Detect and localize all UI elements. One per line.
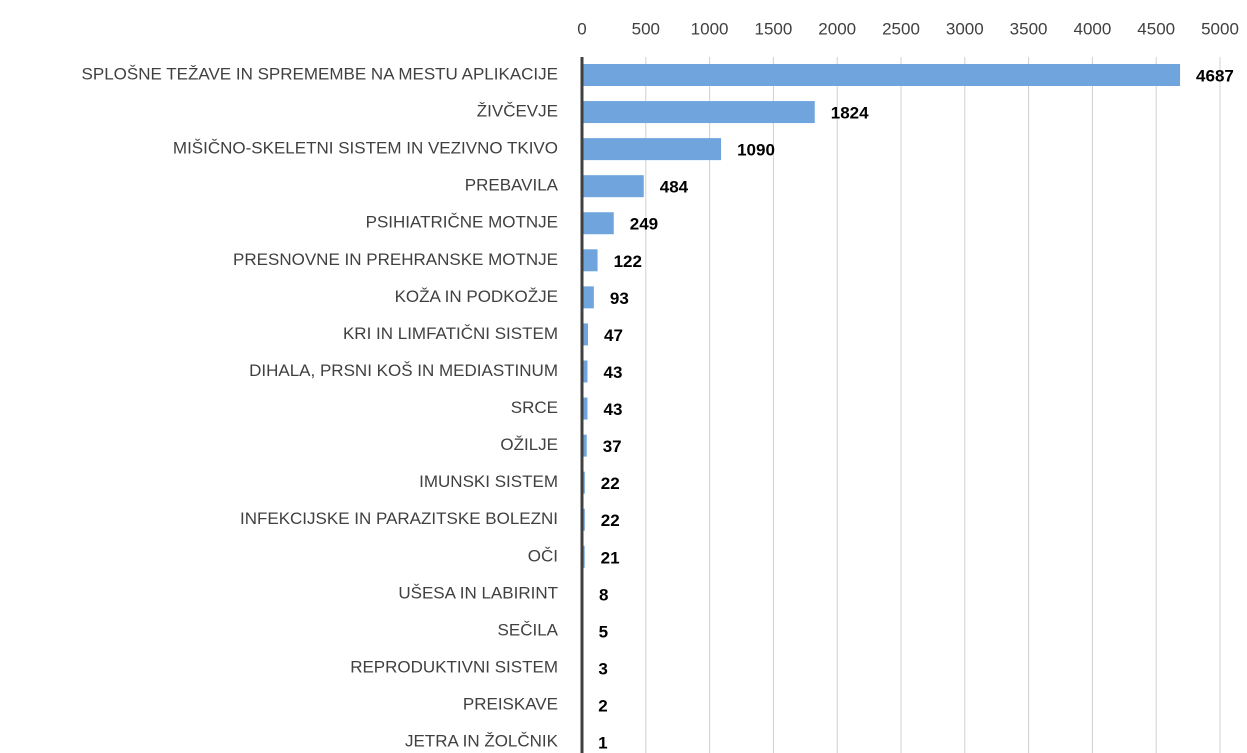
category-label: IMUNSKI SISTEM: [419, 472, 558, 491]
category-label: OŽILJE: [500, 435, 558, 454]
bar: [582, 175, 644, 198]
bar: [582, 212, 614, 235]
value-label: 21: [601, 548, 620, 567]
x-tick-label: 1000: [691, 19, 729, 38]
value-label: 3: [598, 659, 607, 678]
value-label: 43: [603, 363, 622, 382]
value-label: 1090: [737, 141, 775, 160]
category-label: KOŽA IN PODKOŽJE: [395, 287, 558, 306]
category-label: DIHALA, PRSNI KOŠ IN MEDIASTINUM: [249, 361, 558, 380]
value-label: 43: [603, 400, 622, 419]
value-label: 249: [630, 215, 658, 234]
bar: [582, 249, 598, 272]
category-label: PRESNOVNE IN PREHRANSKE MOTNJE: [233, 250, 558, 269]
x-tick-label: 2500: [882, 19, 920, 38]
x-tick-label: 2000: [818, 19, 856, 38]
category-label: ŽIVČEVJE: [477, 102, 558, 121]
bar: [582, 434, 587, 457]
category-label: MIŠIČNO-SKELETNI SISTEM IN VEZIVNO TKIVO: [173, 139, 558, 158]
value-label: 484: [660, 178, 689, 197]
value-label: 47: [604, 326, 623, 345]
x-tick-label: 3500: [1010, 19, 1048, 38]
category-label: PREBAVILA: [465, 176, 559, 195]
bar: [582, 323, 588, 346]
value-label: 37: [603, 437, 622, 456]
category-label: UŠESA IN LABIRINT: [398, 583, 558, 602]
x-tick-label: 4500: [1137, 19, 1175, 38]
x-tick-label: 500: [632, 19, 660, 38]
x-tick-label: 0: [577, 19, 586, 38]
category-label: SRCE: [511, 398, 558, 417]
x-tick-label: 5000: [1201, 19, 1239, 38]
value-label: 122: [614, 252, 642, 271]
category-label: INFEKCIJSKE IN PARAZITSKE BOLEZNI: [240, 509, 558, 528]
value-label: 2: [598, 697, 607, 716]
value-label: 4687: [1196, 66, 1234, 85]
value-label: 5: [599, 622, 608, 641]
bar: [582, 286, 594, 309]
category-label: KRI IN LIMFATIČNI SISTEM: [343, 324, 558, 343]
category-label: SEČILA: [498, 620, 559, 639]
x-tick-label: 4000: [1073, 19, 1111, 38]
value-label: 22: [601, 474, 620, 493]
category-label: REPRODUKTIVNI SISTEM: [350, 657, 558, 676]
category-label: PREISKAVE: [463, 695, 558, 714]
value-label: 93: [610, 289, 629, 308]
bar: [582, 397, 588, 420]
category-label: JETRA IN ŽOLČNIK: [405, 732, 559, 751]
value-label: 1: [598, 734, 607, 753]
bar: [582, 101, 815, 124]
bar: [582, 138, 722, 161]
value-label: 22: [601, 511, 620, 530]
x-tick-label: 1500: [754, 19, 792, 38]
category-label: OČI: [528, 546, 558, 565]
bar: [582, 64, 1181, 86]
category-label: SPLOŠNE TEŽAVE IN SPREMEMBE NA MESTU APL…: [82, 64, 558, 83]
bar: [582, 360, 588, 383]
value-label: 8: [599, 585, 608, 604]
category-label: PSIHIATRIČNE MOTNJE: [366, 213, 558, 232]
value-label: 1824: [831, 104, 869, 123]
x-tick-label: 3000: [946, 19, 984, 38]
